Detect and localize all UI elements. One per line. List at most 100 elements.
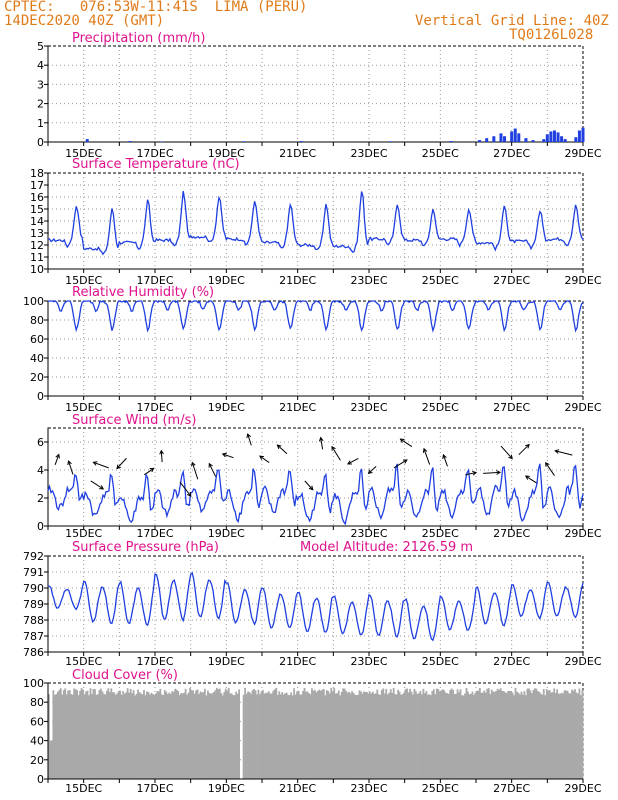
cloud-bar — [97, 694, 99, 779]
cloud-bar — [250, 693, 252, 779]
cloud-bar — [156, 691, 159, 779]
cloud-bar — [178, 695, 181, 779]
y-tick-label: 11 — [30, 251, 44, 264]
x-tick-label: 29DEC — [564, 655, 601, 668]
wind-arrow — [555, 450, 573, 456]
cloud-bar — [566, 690, 569, 779]
cloud-bar — [168, 692, 171, 779]
wind-arrow — [247, 433, 252, 446]
y-tick-label: 10 — [30, 263, 44, 276]
cloud-bar — [229, 693, 232, 779]
cloud-bar — [432, 689, 435, 779]
wind-arrow — [54, 454, 60, 465]
cloud-bar — [334, 693, 337, 779]
cloud-bar — [580, 695, 582, 779]
cloud-bar — [157, 691, 160, 779]
wind-arrow — [208, 463, 217, 477]
y-tick-label: 100 — [23, 295, 44, 308]
cloud-bar — [215, 687, 218, 779]
cloud-bar — [282, 694, 285, 779]
cloud-bar — [342, 688, 345, 779]
cloud-bar — [513, 695, 515, 779]
cloud-bar — [201, 692, 203, 779]
x-tick-label: 21DEC — [279, 401, 316, 414]
cloud-bar — [327, 691, 330, 779]
cloud-bar — [113, 692, 116, 779]
cloud-bar — [465, 688, 468, 779]
x-tick-label: 25DEC — [422, 274, 459, 287]
x-tick-label: 21DEC — [279, 527, 316, 540]
y-tick-label: 0 — [37, 773, 44, 786]
x-tick-label: 29DEC — [564, 401, 601, 414]
x-tick-label: 27DEC — [493, 527, 530, 540]
cloud-bar — [244, 687, 246, 779]
wind-arrow-head — [208, 462, 213, 468]
cloud-bar — [477, 690, 480, 779]
cloud-bar — [510, 691, 512, 779]
cloud-bar — [256, 694, 258, 779]
cloud-bar — [495, 691, 498, 779]
wind-arrow-head — [399, 438, 405, 443]
cloud-bar — [263, 693, 266, 779]
cloud-bar — [539, 693, 542, 779]
cloud-bar — [183, 692, 186, 779]
cloud-bar — [146, 691, 148, 779]
cloud-bar — [247, 691, 249, 779]
cloud-bar — [511, 692, 514, 779]
wind-arrow-head — [346, 460, 352, 465]
cloud-bar — [474, 692, 477, 779]
cloud-bar — [318, 689, 321, 779]
cloud-bar — [98, 690, 101, 779]
cloud-bar — [423, 693, 426, 779]
wind-arrow-head — [191, 461, 196, 467]
y-tick-label: 5 — [37, 40, 44, 53]
panel-frame — [47, 300, 584, 397]
cloud-bar — [517, 692, 520, 779]
cloud-bar — [385, 688, 388, 779]
precip-bar — [524, 138, 528, 142]
cloud-bar — [526, 688, 529, 779]
cloud-bar — [111, 692, 114, 779]
wind-arrow — [304, 480, 314, 491]
cloud-bar — [77, 695, 80, 779]
cloud-bar — [270, 693, 273, 779]
x-tick-label: 19DEC — [208, 527, 245, 540]
wind-arrow — [442, 454, 448, 467]
y-tick-label: 6 — [37, 436, 44, 449]
cloud-bar — [129, 688, 132, 779]
precip-bar — [517, 133, 521, 142]
cloud-bar — [557, 693, 560, 779]
cloud-bar — [95, 694, 98, 779]
cloud-bar — [257, 689, 260, 779]
cloud-bar — [125, 692, 128, 779]
cloud-bar — [403, 692, 405, 779]
cloud-bar — [296, 691, 298, 779]
cloud-bar — [110, 688, 113, 779]
y-tick-label: 60 — [30, 333, 44, 346]
header-block: CPTEC: 076:53W-11:41S LIMA (PERU) 14DEC2… — [0, 0, 618, 44]
cloud-bar — [452, 689, 455, 779]
cloud-bar — [473, 694, 475, 779]
x-tick-label: 29DEC — [564, 782, 601, 795]
cloud-bar — [383, 693, 386, 779]
cloud-bar — [184, 688, 187, 779]
cloud-bar — [253, 689, 255, 779]
precip-bar — [545, 134, 549, 142]
cloud-bar — [159, 688, 162, 779]
cloud-bar — [394, 694, 397, 779]
y-tick-label: 791 — [23, 566, 44, 579]
x-tick-label: 21DEC — [279, 274, 316, 287]
cloud-bar — [444, 692, 447, 779]
x-tick-label: 27DEC — [493, 401, 530, 414]
y-tick-label: 20 — [30, 754, 44, 767]
cloud-bar — [569, 693, 572, 779]
cloud-bar — [190, 690, 193, 779]
cloud-bar — [238, 689, 241, 779]
cloud-bar — [73, 688, 76, 779]
cloud-bar — [272, 690, 275, 779]
cloud-bar — [421, 694, 423, 779]
x-tick-label: 23DEC — [350, 527, 387, 540]
cloud-bar — [490, 689, 493, 779]
cloud-bar — [548, 690, 551, 779]
cloud-bar — [303, 688, 306, 779]
